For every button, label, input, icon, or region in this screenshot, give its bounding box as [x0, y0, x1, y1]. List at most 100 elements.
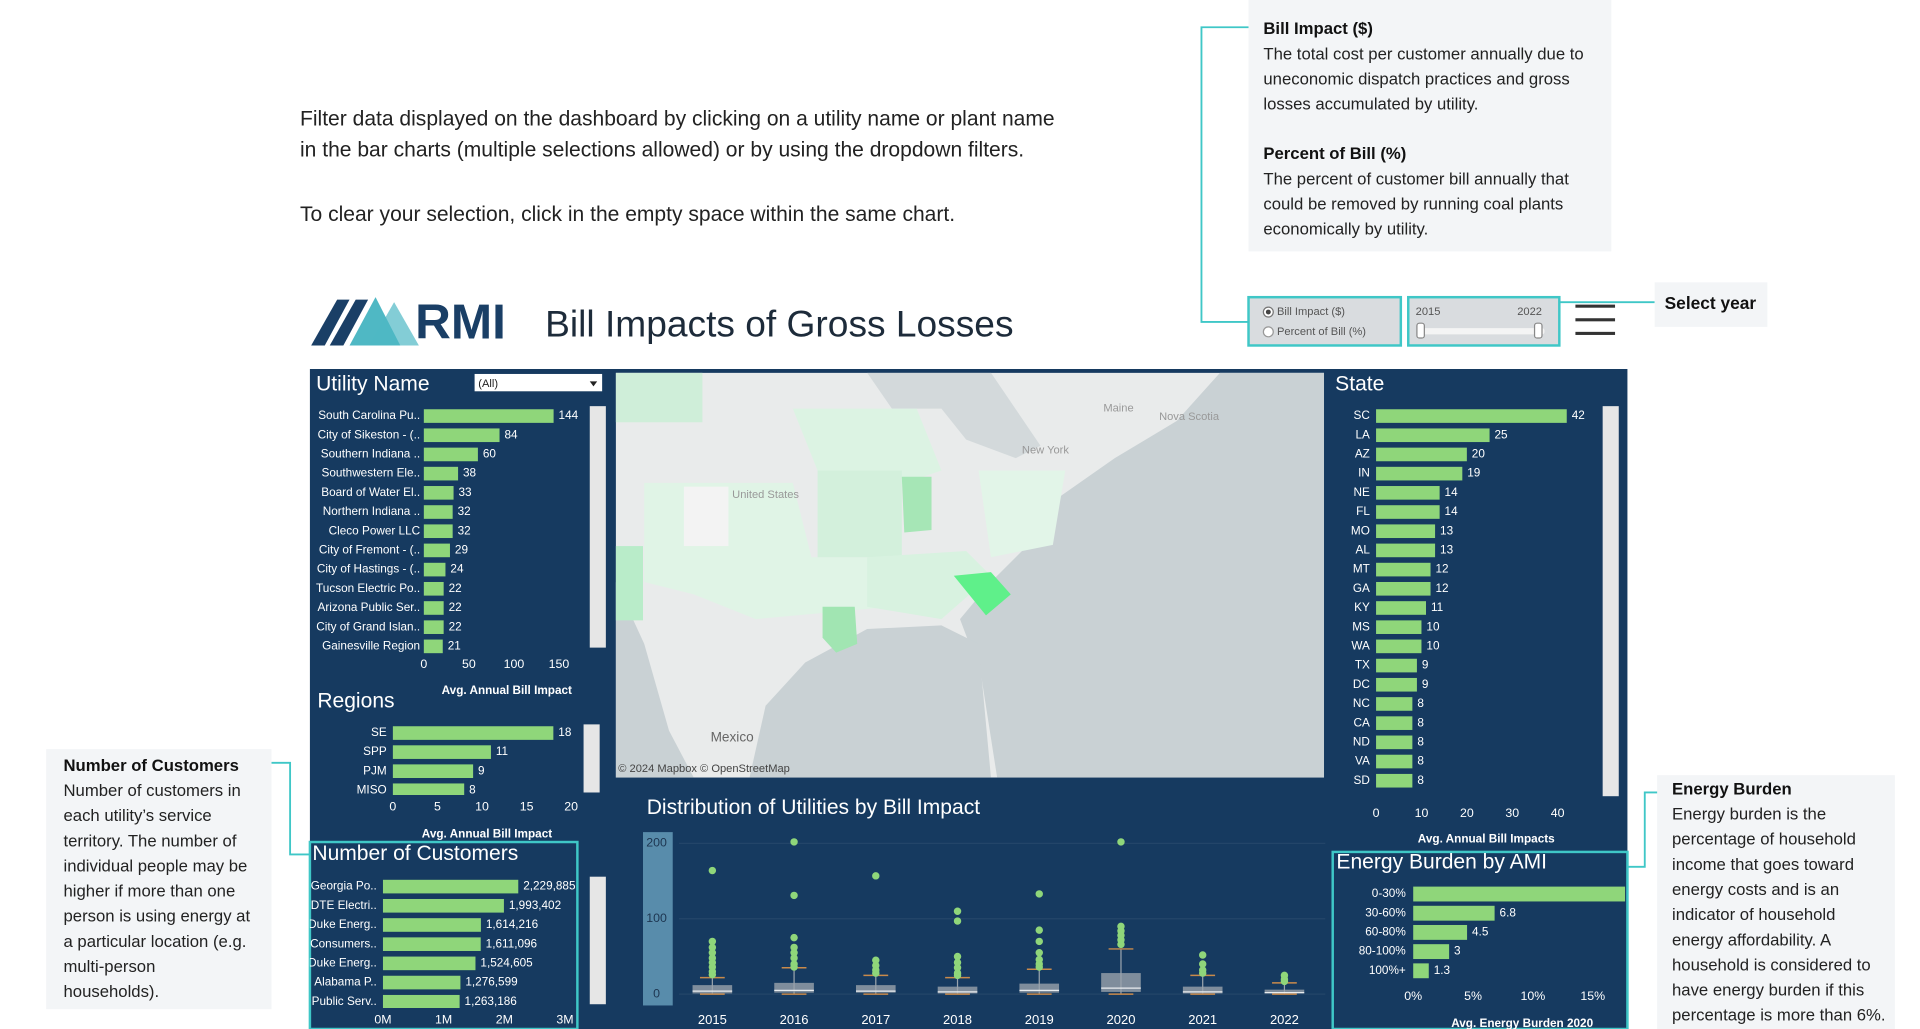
slider-handle[interactable] — [1533, 322, 1543, 339]
bar[interactable] — [392, 764, 474, 779]
radio[interactable] — [1262, 326, 1274, 338]
bar[interactable] — [382, 879, 519, 894]
category-label[interactable]: SC — [1354, 409, 1371, 422]
bar[interactable] — [1376, 486, 1440, 500]
category-label[interactable]: Arizona Public Ser.. — [318, 601, 421, 614]
category-label[interactable]: WA — [1351, 639, 1370, 652]
category-label[interactable]: KY — [1354, 601, 1370, 614]
map[interactable] — [615, 372, 1325, 778]
bar[interactable] — [423, 581, 444, 596]
bar[interactable] — [1376, 505, 1440, 519]
category-label[interactable]: MO — [1351, 524, 1370, 537]
outlier-point[interactable] — [1035, 948, 1043, 957]
scrollbar[interactable] — [583, 724, 600, 793]
outlier-point[interactable] — [708, 943, 717, 952]
menu-icon[interactable] — [1575, 304, 1616, 335]
category-label[interactable]: Board of Water El.. — [321, 486, 420, 499]
outlier-point[interactable] — [790, 948, 798, 957]
category-label[interactable]: City of Fremont - (.. — [319, 544, 420, 557]
category-label[interactable]: City of Hastings - (.. — [317, 563, 420, 576]
category-label[interactable]: DTE Electri.. — [311, 899, 377, 912]
outlier-point[interactable] — [953, 971, 962, 980]
outlier-point[interactable] — [790, 963, 798, 971]
category-label[interactable]: GA — [1353, 582, 1370, 595]
outlier-point[interactable] — [1035, 963, 1043, 971]
outlier-point[interactable] — [1035, 926, 1043, 934]
bar[interactable] — [1376, 639, 1422, 654]
category-label[interactable]: FL — [1356, 505, 1370, 518]
bar[interactable] — [423, 639, 443, 654]
outlier-point[interactable] — [953, 907, 962, 915]
bar[interactable] — [423, 409, 554, 423]
bar[interactable] — [382, 975, 461, 990]
outlier-point[interactable] — [1198, 960, 1207, 968]
outlier-point[interactable] — [790, 891, 798, 900]
category-label[interactable]: Consumers.. — [310, 937, 377, 950]
bar[interactable] — [1376, 620, 1422, 634]
bar[interactable] — [423, 524, 453, 539]
bar[interactable] — [1376, 658, 1417, 673]
outlier-point[interactable] — [708, 937, 717, 946]
category-label[interactable]: TX — [1355, 659, 1370, 672]
category-label[interactable]: SD — [1354, 774, 1370, 787]
category-label[interactable]: AL — [1355, 544, 1370, 557]
category-label[interactable]: Northern Indiana .. — [323, 505, 420, 518]
bar[interactable] — [1376, 524, 1436, 539]
category-label[interactable]: ND — [1353, 735, 1370, 748]
scrollbar[interactable] — [589, 876, 606, 1005]
bar[interactable] — [423, 428, 500, 443]
bar[interactable] — [1376, 428, 1490, 443]
category-label[interactable]: Tucson Electric Po.. — [316, 582, 420, 595]
bar[interactable] — [392, 745, 491, 759]
measure-toggle[interactable] — [1247, 295, 1403, 347]
outlier-point[interactable] — [1198, 951, 1207, 959]
outlier-point[interactable] — [953, 964, 962, 972]
category-label[interactable]: LA — [1355, 428, 1370, 441]
outlier-point[interactable] — [708, 970, 717, 979]
category-label[interactable]: Gainesville Region — [322, 639, 420, 652]
outlier-point[interactable] — [790, 943, 798, 952]
category-label[interactable]: MS — [1352, 620, 1370, 633]
category-label[interactable]: AZ — [1355, 448, 1370, 461]
bar[interactable] — [423, 466, 459, 481]
scrollbar[interactable] — [589, 406, 606, 648]
bar[interactable] — [1376, 466, 1463, 481]
outlier-point[interactable] — [872, 956, 880, 964]
outlier-point[interactable] — [1117, 838, 1125, 846]
category-label[interactable]: NC — [1353, 697, 1370, 710]
bar[interactable] — [423, 486, 454, 500]
year-slider[interactable] — [1407, 295, 1561, 347]
category-label[interactable]: South Carolina Pu.. — [318, 409, 420, 422]
bar[interactable] — [1376, 735, 1413, 750]
category-label[interactable]: Southwestern Ele.. — [321, 467, 420, 480]
category-label[interactable]: PJM — [363, 764, 386, 777]
bar[interactable] — [1376, 773, 1413, 788]
category-label[interactable]: City of Sikeston - (.. — [318, 428, 421, 441]
bar[interactable] — [392, 726, 554, 740]
bar[interactable] — [382, 994, 460, 1009]
outlier-point[interactable] — [953, 952, 962, 961]
bar[interactable] — [423, 505, 453, 519]
bar[interactable] — [1376, 716, 1413, 730]
bar[interactable] — [1376, 447, 1467, 462]
category-label[interactable]: CA — [1354, 716, 1370, 729]
category-label[interactable]: SPP — [363, 745, 387, 758]
bar[interactable] — [423, 601, 444, 615]
bar[interactable] — [1376, 543, 1436, 558]
outlier-point[interactable] — [1280, 977, 1289, 986]
bar[interactable] — [382, 898, 504, 913]
outlier-point[interactable] — [953, 958, 962, 967]
bar[interactable] — [1376, 677, 1417, 692]
bar[interactable] — [382, 956, 476, 971]
category-label[interactable]: Duke Energ.. — [308, 956, 377, 969]
bar[interactable] — [382, 937, 481, 951]
radio-label[interactable]: Percent of Bill (%) — [1277, 326, 1366, 338]
bar[interactable] — [392, 783, 465, 797]
category-label[interactable]: IN — [1358, 467, 1370, 480]
category-label[interactable]: Southern Indiana .. — [321, 448, 420, 461]
bar[interactable] — [382, 918, 481, 932]
category-label[interactable]: Public Serv.. — [312, 995, 377, 1008]
outlier-point[interactable] — [872, 872, 880, 880]
bar[interactable] — [1376, 581, 1431, 596]
radio-label[interactable]: Bill Impact ($) — [1277, 306, 1345, 318]
